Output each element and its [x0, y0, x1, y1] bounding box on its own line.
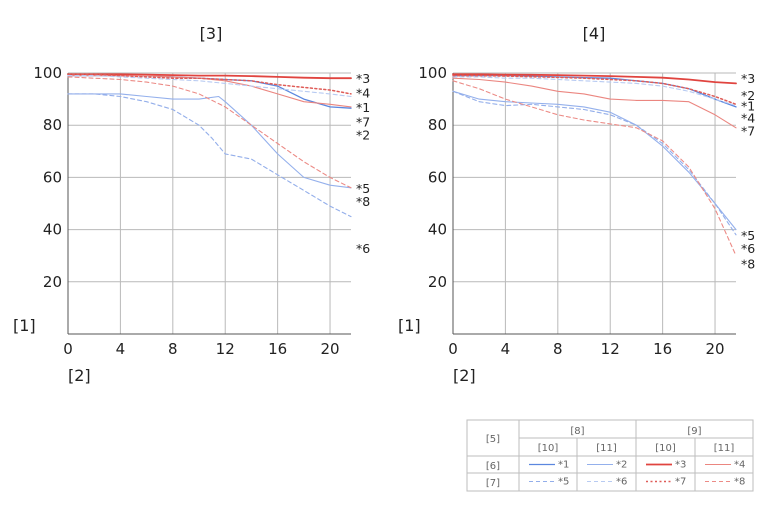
- x-tick-label: 0: [448, 340, 458, 358]
- series-end-label: *3: [356, 71, 370, 86]
- y-tick-label: 80: [43, 116, 62, 134]
- x-tick-label: 16: [653, 340, 672, 358]
- legend-subheader: [11]: [596, 443, 617, 454]
- legend-subheader: [10]: [655, 443, 676, 454]
- x-tick-label: 0: [63, 340, 73, 358]
- series-line-star5: [67, 93, 352, 218]
- legend-swatch-label: *2: [616, 460, 627, 471]
- legend-swatch-label: *3: [675, 460, 686, 471]
- legend-subheader: [11]: [714, 443, 735, 454]
- y-tick-label: 20: [43, 273, 62, 291]
- chart-title: [4]: [583, 24, 606, 43]
- legend-corner-label: [5]: [486, 434, 500, 445]
- series-end-label: *6: [356, 241, 370, 256]
- y-axis-label: [1]: [398, 316, 421, 335]
- y-axis-label: [1]: [13, 316, 36, 335]
- legend-swatch-label: *5: [558, 477, 569, 488]
- x-tick-label: 8: [168, 340, 178, 358]
- legend-group-header: [8]: [570, 426, 584, 437]
- x-axis-label: [2]: [453, 366, 476, 385]
- mtf-panel-2: 20 40 60 80 100 0 4 8 12 16 20 [4] [1] [2] *3 *2*1*4*7 *…: [398, 24, 755, 385]
- series-line-star6: [452, 76, 737, 107]
- series-end-label: *7: [356, 114, 370, 129]
- series-end-label: *4: [356, 86, 370, 101]
- x-tick-label: 12: [601, 340, 620, 358]
- y-tick-label: 60: [43, 168, 62, 186]
- x-tick-label: 20: [320, 340, 339, 358]
- y-tick-label: 60: [428, 168, 447, 186]
- legend-swatch-label: *4: [734, 460, 745, 471]
- series-line-star3: [67, 73, 352, 80]
- legend-row-header: [6]: [486, 461, 500, 472]
- series-end-label: *1: [741, 99, 755, 114]
- series-end-label: *2: [741, 88, 755, 103]
- series-end-label: *5: [741, 228, 755, 243]
- series-end-label: *7: [741, 123, 755, 138]
- x-tick-label: 8: [553, 340, 563, 358]
- series-line-star4: [452, 77, 737, 129]
- y-tick-label: 100: [33, 64, 62, 82]
- legend-swatch-label: *6: [616, 477, 627, 488]
- x-axis-label: [2]: [68, 366, 91, 385]
- legend-table: [5] [8] [9] [10] [11] [10] [11] [6] [7] *1 *2 *3 *4 *…: [466, 419, 754, 492]
- y-tick-label: 40: [43, 221, 62, 239]
- series-end-label: *5: [356, 181, 370, 196]
- legend-swatch-label: *1: [558, 460, 569, 471]
- series-line-star8: [67, 76, 352, 189]
- series-line-star3: [452, 73, 737, 85]
- legend-swatch-label: *7: [675, 477, 686, 488]
- x-tick-label: 12: [216, 340, 235, 358]
- series-line-star2: [67, 93, 352, 189]
- y-tick-label: 40: [428, 221, 447, 239]
- series-line-star7: [67, 73, 352, 95]
- legend-row-header: [7]: [486, 478, 500, 489]
- series-line-star5: [452, 90, 737, 236]
- series-end-label: *1: [356, 100, 370, 115]
- chart-title: [3]: [200, 24, 223, 43]
- series-line-star8: [452, 80, 737, 257]
- series-end-label: *4: [741, 110, 755, 125]
- x-tick-label: 20: [705, 340, 724, 358]
- x-tick-label: 4: [501, 340, 511, 358]
- series-end-label: *6: [741, 241, 755, 256]
- legend-swatch-label: *8: [734, 477, 745, 488]
- series-line-star1: [452, 74, 737, 108]
- series-end-label: *3: [741, 71, 755, 86]
- series-line-star7: [452, 74, 737, 106]
- legend-subheader: [10]: [538, 443, 559, 454]
- series-line-star2: [452, 90, 737, 231]
- series-end-label: *8: [741, 257, 755, 272]
- x-tick-label: 16: [268, 340, 287, 358]
- mtf-panel-1: 20 40 60 80 100 0 4 8 12 16 20 [3] [1] [2] *3*4*1*7*2 *…: [13, 24, 370, 385]
- y-tick-label: 20: [428, 273, 447, 291]
- series-line-star6: [67, 75, 352, 98]
- series-end-label: *8: [356, 194, 370, 209]
- series-end-label: *2: [356, 127, 370, 142]
- y-tick-label: 100: [418, 64, 447, 82]
- x-tick-label: 4: [116, 340, 126, 358]
- legend-group-header: [9]: [687, 426, 701, 437]
- y-tick-label: 80: [428, 116, 447, 134]
